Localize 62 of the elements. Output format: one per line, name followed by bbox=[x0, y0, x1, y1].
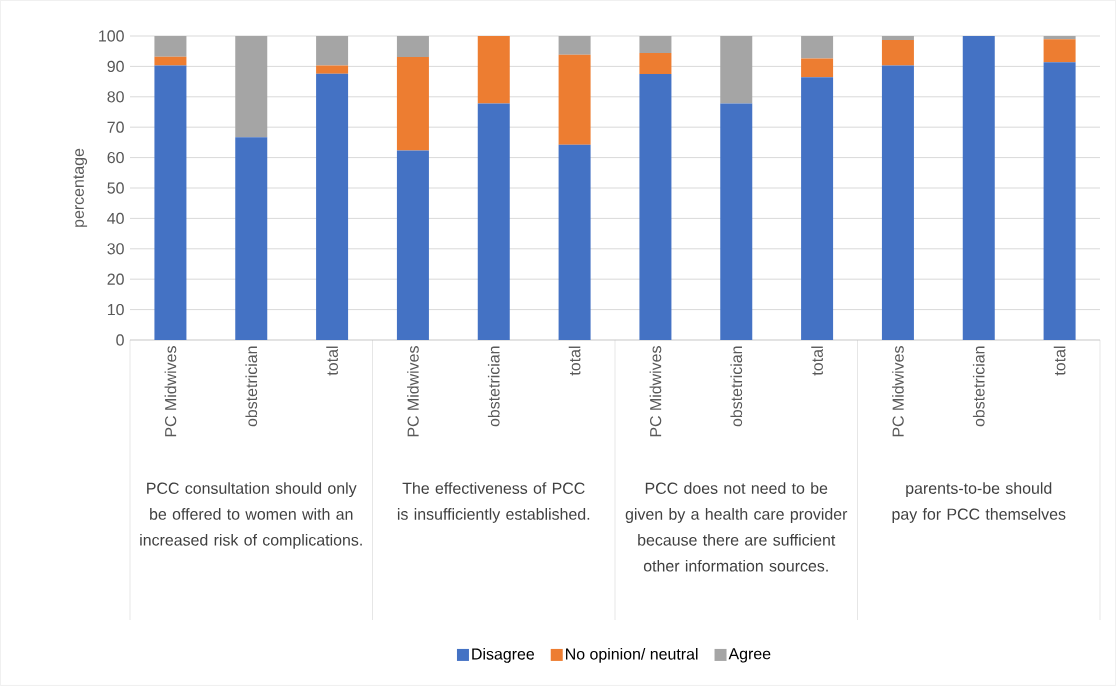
bar bbox=[396, 150, 429, 340]
y-tick-label: 10 bbox=[107, 303, 124, 316]
bar bbox=[154, 35, 187, 57]
y-tick-label: 100 bbox=[99, 30, 124, 42]
bar bbox=[396, 56, 429, 151]
text: parents-to-be should pay for PCC themselves bbox=[892, 482, 1066, 523]
text: PCC consultation should only be offered to women with an increased risk of complications. bbox=[140, 482, 362, 549]
x-tick-label: PC Midwives bbox=[407, 346, 419, 437]
bar bbox=[1043, 35, 1076, 40]
bar bbox=[477, 103, 510, 340]
y-tick-label: 40 bbox=[107, 212, 124, 225]
bar bbox=[1043, 39, 1076, 63]
bar bbox=[881, 39, 914, 66]
bar bbox=[316, 65, 349, 74]
bar bbox=[154, 65, 187, 340]
bar bbox=[477, 35, 510, 104]
bar bbox=[1043, 62, 1076, 340]
y-tick-label: 30 bbox=[107, 243, 124, 255]
y-tick-label: 80 bbox=[107, 91, 124, 103]
x-tick-label: obstetrician bbox=[245, 346, 258, 427]
bar bbox=[881, 35, 914, 40]
bar bbox=[639, 35, 672, 54]
bar bbox=[235, 35, 268, 138]
x-tick-label: PC Midwives bbox=[164, 346, 177, 437]
text: PCC does not need to be given by a health care provider because there are sufficient other information sources. bbox=[625, 482, 848, 572]
bar bbox=[881, 65, 914, 340]
bar bbox=[558, 35, 591, 55]
legend-label: Disagree bbox=[472, 647, 535, 663]
x-tick-label: obstetrician bbox=[972, 346, 985, 427]
legend-label: Agree bbox=[728, 648, 771, 663]
y-tick-label: 0 bbox=[116, 334, 124, 346]
x-tick-label: total bbox=[326, 346, 338, 376]
bar bbox=[558, 144, 591, 340]
bar bbox=[801, 58, 834, 78]
bar bbox=[639, 73, 672, 340]
bar bbox=[720, 103, 753, 340]
x-tick-label: total bbox=[568, 346, 581, 376]
y-tick-label: 50 bbox=[107, 182, 124, 194]
y-tick-label: 20 bbox=[107, 273, 124, 285]
bar bbox=[154, 56, 187, 66]
bar bbox=[801, 77, 834, 340]
y-axis-title: percentage bbox=[73, 148, 88, 227]
y-tick-label: 90 bbox=[107, 60, 124, 73]
x-tick-label: PC Midwives bbox=[892, 346, 904, 437]
bar bbox=[801, 35, 834, 59]
bar bbox=[316, 73, 349, 340]
x-tick-label: total bbox=[811, 346, 823, 376]
y-tick-label: 70 bbox=[107, 121, 124, 133]
x-tick-label: obstetrician bbox=[487, 346, 500, 427]
bar bbox=[720, 35, 753, 104]
legend-label: No opinion/ neutral bbox=[566, 647, 698, 663]
bar bbox=[639, 53, 672, 74]
bar bbox=[235, 137, 268, 340]
x-tick-label: PC Midwives bbox=[649, 346, 662, 437]
x-tick-label: obstetrician bbox=[730, 346, 743, 427]
x-tick-label: total bbox=[1053, 346, 1066, 376]
text: The effectiveness of PCC is insufficiently established. bbox=[397, 482, 590, 523]
bar bbox=[396, 35, 429, 57]
bar bbox=[962, 35, 995, 340]
bar bbox=[316, 35, 349, 66]
bar bbox=[558, 54, 591, 145]
y-tick-label: 60 bbox=[107, 151, 124, 164]
